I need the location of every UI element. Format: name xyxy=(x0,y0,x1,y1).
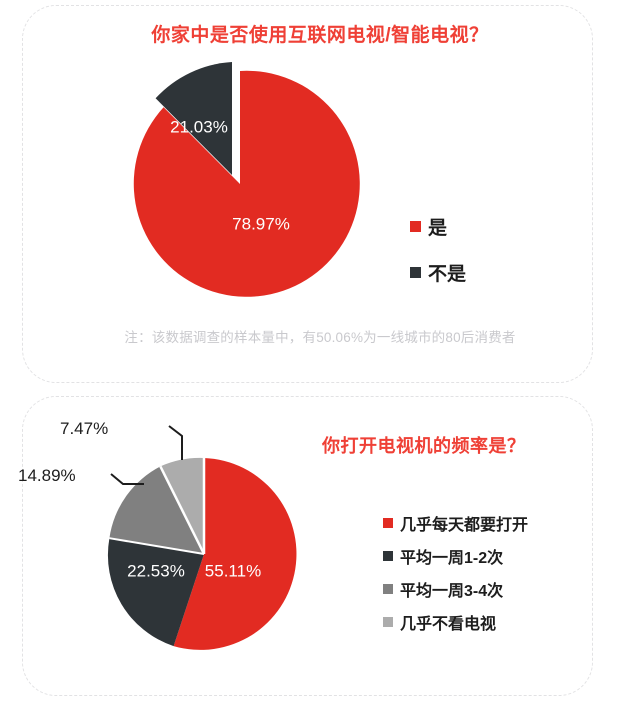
legend-label-everyday: 几乎每天都要打开 xyxy=(400,517,529,534)
legend-swatch-everyday xyxy=(383,518,393,528)
leader-line-week34 xyxy=(110,473,144,485)
pie-slice-week34 xyxy=(109,466,204,554)
chart-title-tv-frequency: 你打开电视机的频率是？ xyxy=(322,436,526,456)
chart-legend-internet-tv: 是 不是 xyxy=(410,213,466,305)
legend-label-no: 不是 xyxy=(428,264,467,285)
pie-slice-yes xyxy=(133,70,360,297)
legend-item-week34[interactable]: 平均一周3-4次 xyxy=(383,577,528,601)
legend-item-week12[interactable]: 平均一周1-2次 xyxy=(383,544,528,568)
legend-swatch-week34 xyxy=(383,584,393,594)
legend-label-never: 几乎不看电视 xyxy=(400,616,497,633)
legend-label-yes: 是 xyxy=(428,218,448,239)
chart-footnote: 注：该数据调查的样本量中，有50.06%为一线城市的80后消费者 xyxy=(124,330,516,345)
pie-value-label-yes: 78.97% xyxy=(232,214,290,233)
leader-line-never xyxy=(168,425,183,460)
pie-chart-tv-frequency: 55.11% 22.53% xyxy=(107,425,300,658)
legend-label-week34: 平均一周3-4次 xyxy=(400,583,504,600)
legend-label-week12: 平均一周1-2次 xyxy=(400,550,504,567)
legend-swatch-no xyxy=(410,267,421,278)
chart-title-internet-tv: 你家中是否使用互联网电视/智能电视？ xyxy=(151,25,489,46)
pie-separator xyxy=(159,465,206,555)
pie-separator xyxy=(109,537,205,555)
legend-swatch-never xyxy=(383,617,393,627)
legend-swatch-yes xyxy=(410,221,421,232)
pie-value-label-no: 21.03% xyxy=(170,117,228,136)
pie-slice-no xyxy=(155,62,232,175)
pie-slice-week12 xyxy=(107,538,204,647)
chart-legend-tv-frequency: 几乎每天都要打开 平均一周1-2次 平均一周3-4次 几乎不看电视 xyxy=(383,511,528,643)
chart-card-tv-frequency xyxy=(22,396,593,696)
legend-item-everyday[interactable]: 几乎每天都要打开 xyxy=(383,511,528,535)
pie-value-label-week34: 14.89% xyxy=(18,466,76,485)
pie-value-label-everyday: 55.11% xyxy=(205,561,261,580)
pie-chart-internet-tv: 78.97% 21.03% xyxy=(133,62,360,302)
legend-item-no[interactable]: 不是 xyxy=(410,259,466,286)
pie-value-label-week12: 22.53% xyxy=(127,561,185,580)
legend-item-yes[interactable]: 是 xyxy=(410,213,466,240)
pie-value-label-never: 7.47% xyxy=(60,419,109,438)
legend-swatch-week12 xyxy=(383,551,393,561)
legend-item-never[interactable]: 几乎不看电视 xyxy=(383,610,528,634)
